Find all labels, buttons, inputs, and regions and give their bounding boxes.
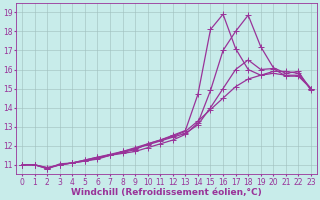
X-axis label: Windchill (Refroidissement éolien,°C): Windchill (Refroidissement éolien,°C) [71,188,262,197]
